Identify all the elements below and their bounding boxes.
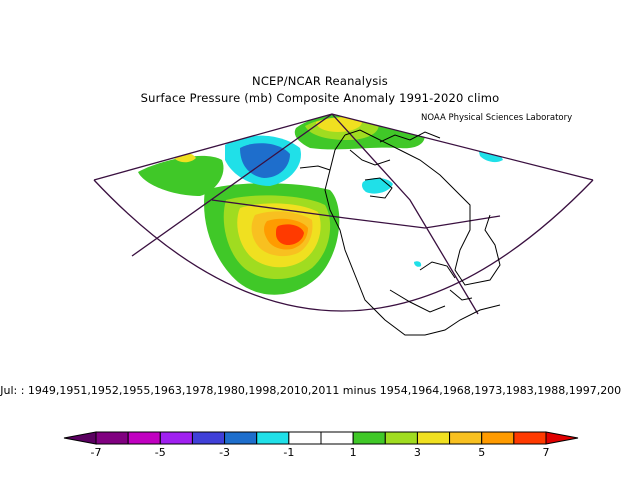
colorbar-tick-label: -5 (155, 446, 166, 459)
colorbar-swatch (224, 431, 258, 445)
colorbar-swatch (256, 431, 290, 445)
colorbar-tick-label: 3 (414, 446, 421, 459)
colorbar-tick-label: 7 (543, 446, 550, 459)
colorbar-swatch (416, 431, 451, 445)
map-title-line1: NCEP/NCAR Reanalysis (252, 74, 388, 88)
colorbar-swatch (513, 431, 547, 445)
map-frame (93, 113, 594, 315)
colorbar-swatch (384, 431, 418, 445)
colorbar-swatch (95, 431, 129, 445)
colorbar-swatch (320, 431, 354, 445)
colorbar-low-end (63, 431, 97, 445)
colorbar-swatch (191, 431, 226, 445)
colorbar-swatch (449, 431, 483, 445)
colorbar-swatch (159, 431, 193, 445)
colorbar-swatch (481, 431, 515, 445)
colorbar-tick-label: 5 (478, 446, 485, 459)
colorbar-high-end (545, 431, 579, 445)
anomaly-contour-6 (276, 224, 304, 245)
map-title-line2: Surface Pressure (mb) Composite Anomaly … (140, 91, 500, 105)
composite-dates-line: o Jul: : 1949,1951,1952,1955,1963,1978,1… (0, 384, 622, 397)
colorbar-tick-label: -3 (219, 446, 230, 459)
colorbar-tick-label: -7 (91, 446, 102, 459)
credit-label: NOAA Physical Sciences Laboratory (421, 113, 573, 123)
colorbar-tick-label: -1 (283, 446, 294, 459)
colorbar-swatch (288, 431, 322, 445)
coastlines (299, 129, 501, 336)
colorbar-tick-label: 1 (350, 446, 357, 459)
colorbar-swatch (127, 431, 161, 445)
colorbar-swatch (352, 431, 386, 445)
anomaly-contour-15 (414, 261, 422, 267)
anomaly-contour-1b (138, 155, 224, 196)
anomaly-contour-9 (316, 117, 362, 132)
